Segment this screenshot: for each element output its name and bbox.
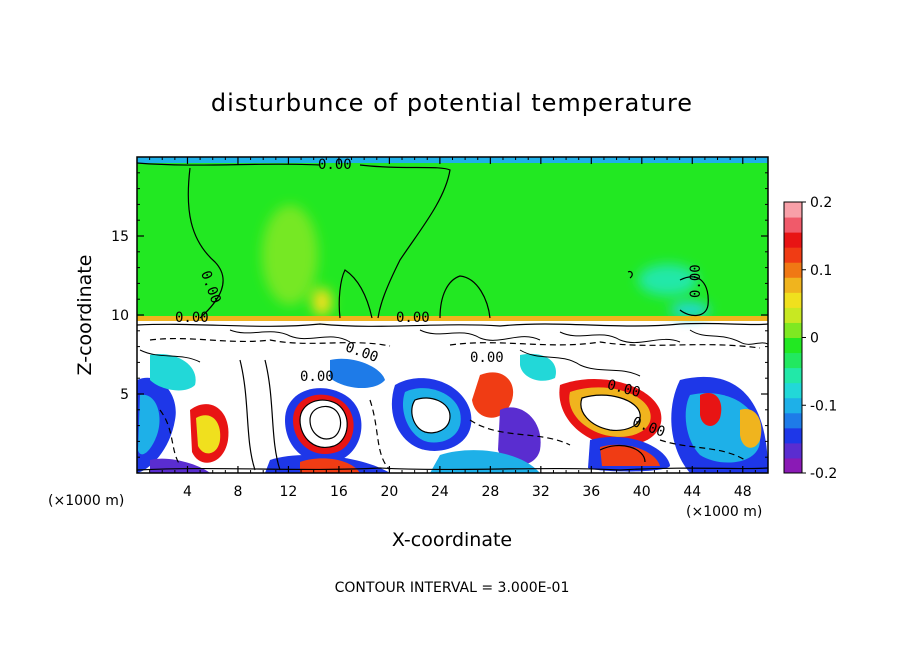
eddy-purple-center <box>498 407 541 465</box>
warm-plume <box>262 205 318 305</box>
y-axis: 5 10 15 <box>111 172 768 458</box>
colorbar-swatch <box>784 412 802 429</box>
colorbar-swatch <box>784 367 802 384</box>
contour-lines <box>137 162 768 471</box>
contour-hill <box>439 275 491 319</box>
eddy-cyan-top-left <box>150 354 196 391</box>
x-tick-label: 16 <box>330 484 348 500</box>
colorbar-swatch <box>784 442 802 459</box>
x-tick-label: 24 <box>431 484 449 500</box>
contour-label: 0.00 <box>318 157 352 173</box>
y-axis-label: Z-coordinate <box>74 255 96 376</box>
warm-core <box>312 288 332 316</box>
contour-turbulence <box>139 329 768 377</box>
colorbar-tick-label: 0.1 <box>810 263 832 279</box>
colorbar-ticks: 0.2 0.1 0 -0.1 -0.2 <box>802 195 837 482</box>
eddy-white-right <box>580 395 641 431</box>
x-unit-left: (×1000 m) <box>48 493 124 509</box>
colorbar-swatch <box>784 337 802 354</box>
contour-eddy-d <box>599 445 646 463</box>
contour-interval-note: CONTOUR INTERVAL = 3.000E-01 <box>335 580 570 596</box>
x-tick-label: 48 <box>734 484 752 500</box>
colorbar-swatch <box>784 202 802 218</box>
colorbar-swatch <box>784 352 802 369</box>
upper-anomalies <box>262 205 710 318</box>
colorbar-swatch <box>784 292 802 308</box>
x-axis: 4 8 12 16 20 24 28 32 36 40 44 48 <box>149 157 756 500</box>
eddy-cyan-lower <box>430 450 540 473</box>
contour-label: 0.00 <box>300 369 334 385</box>
contour-label: 0.00 <box>470 350 504 366</box>
eddy-red-far-right <box>700 392 722 426</box>
colorbar-swatch <box>784 232 802 248</box>
contour-label: 0.00 <box>396 310 430 326</box>
x-tick-label: 20 <box>380 484 398 500</box>
contour-dashed-d <box>469 419 746 461</box>
colorbar-tick-label: 0 <box>810 331 819 347</box>
colorbar-tick-label: 0.2 <box>810 195 832 211</box>
contour-upper-left <box>137 162 321 319</box>
x-tick-label: 12 <box>280 484 298 500</box>
x-tick-label: 44 <box>683 484 701 500</box>
heatmap-area: 0.00 0.00 0.00 0.00 0.00 0.00 0.00 0.00 … <box>137 157 768 473</box>
colorbar-swatch <box>784 457 802 474</box>
contour-upper-mid <box>359 164 451 319</box>
contour-lower-edge <box>137 467 768 471</box>
contour-eddy-a <box>239 359 281 471</box>
contour-eddy-b <box>411 397 451 434</box>
colorbar-swatch <box>784 217 802 233</box>
contour-dashed-b <box>449 341 761 349</box>
x-tick-label: 4 <box>183 484 192 500</box>
contour-interface <box>137 322 768 327</box>
y-tick-label: 15 <box>111 229 129 245</box>
eddy-orange-far-right <box>740 409 762 448</box>
colorbar-swatch <box>784 427 802 444</box>
cool-patch <box>638 264 698 296</box>
colorbar-swatch <box>784 397 802 414</box>
contour-peak <box>338 269 373 319</box>
colorbar-swatch <box>784 247 802 263</box>
colorbar-tick-label: -0.1 <box>810 398 837 414</box>
colorbar-swatch <box>784 277 802 293</box>
contour-vortex-2 <box>309 405 342 440</box>
contour-eddy-c <box>580 394 641 431</box>
colorbar <box>784 202 802 474</box>
contour-right <box>627 270 709 316</box>
contour-label-group: 0.00 0.00 0.00 0.00 0.00 0.00 0.00 0.00 … <box>175 157 704 441</box>
eddy-cyan-top-right <box>520 353 556 381</box>
x-tick-label: 36 <box>582 484 600 500</box>
x-unit-right: (×1000 m) <box>686 504 762 520</box>
eddy-red-right-center <box>472 372 514 418</box>
eddy-white-center <box>411 397 450 433</box>
eddy-cyan-left <box>138 394 160 455</box>
cool-patch-2 <box>670 302 710 318</box>
contour-dashed-c <box>159 399 391 471</box>
contour-dashed-a <box>149 337 391 347</box>
interface-band <box>137 316 768 321</box>
contour-vortex-1 <box>299 399 348 448</box>
eddy-blue-top-mid <box>330 358 385 389</box>
colorbar-tick-label: -0.2 <box>810 466 837 482</box>
turbulent-eddies <box>137 353 768 473</box>
colorbar-swatch <box>784 322 802 338</box>
contour-label: 0.00 <box>688 264 704 298</box>
colorbar-swatch <box>784 262 802 278</box>
x-tick-label: 40 <box>633 484 651 500</box>
x-tick-label: 32 <box>532 484 550 500</box>
x-tick-label: 28 <box>481 484 499 500</box>
eddy-yellow-left <box>196 415 221 454</box>
colorbar-swatch <box>784 382 802 399</box>
y-tick-label: 10 <box>111 308 129 324</box>
x-tick-label: 8 <box>233 484 242 500</box>
colorbar-swatch <box>784 307 802 323</box>
contour-label: 0.00 <box>175 310 209 326</box>
x-axis-label: X-coordinate <box>392 529 512 551</box>
y-tick-label: 5 <box>120 387 129 403</box>
upper-layer-field <box>137 157 768 321</box>
chart-title: disturbunce of potential temperature <box>211 89 693 117</box>
